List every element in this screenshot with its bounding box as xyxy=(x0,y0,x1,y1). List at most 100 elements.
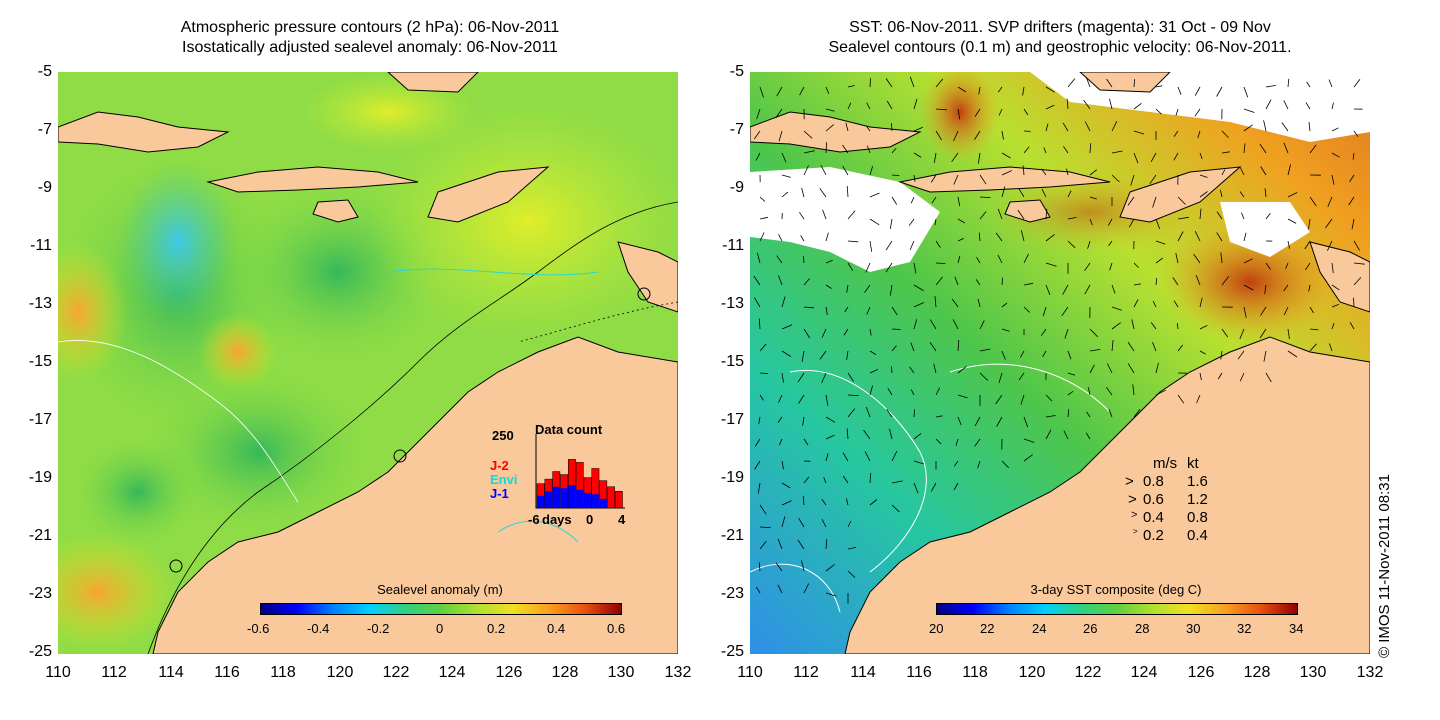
left-title-line2: Isostatically adjusted sealevel anomaly:… xyxy=(182,39,558,56)
left-colorbar-title: Sealevel anomaly (m) xyxy=(377,582,503,597)
inset-bar-j1 xyxy=(560,488,568,508)
velocity-arrow xyxy=(909,366,915,374)
velocity-arrow xyxy=(891,196,898,205)
velocity-arrow xyxy=(802,416,805,426)
y-tick: -7 xyxy=(729,121,744,138)
velocity-arrow xyxy=(891,174,900,176)
velocity-arrow xyxy=(823,476,827,484)
velocity-arrow xyxy=(1221,169,1226,176)
velocity-arrow xyxy=(1194,86,1201,96)
velocity-arrow xyxy=(1155,85,1163,88)
velocity-arrow xyxy=(759,216,768,220)
velocity-arrow xyxy=(935,108,948,111)
y-tick: -11 xyxy=(722,237,744,254)
velocity-arrow xyxy=(776,86,783,97)
velocity-arrow xyxy=(1287,328,1290,340)
velocity-arrow xyxy=(1041,188,1047,198)
inset-bar-j1 xyxy=(537,495,545,508)
velocity-arrow xyxy=(1023,454,1033,462)
x-tick: 110 xyxy=(737,664,763,681)
velocity-arrow xyxy=(953,174,959,185)
velocity-arrow xyxy=(1199,372,1202,381)
velocity-arrow xyxy=(825,564,835,572)
y-tick: -17 xyxy=(720,411,744,428)
velocity-arrow xyxy=(1309,328,1319,331)
velocity-arrow xyxy=(825,108,835,112)
velocity-arrow xyxy=(1150,152,1157,162)
velocity-arrow xyxy=(1045,415,1056,418)
velocity-arrow xyxy=(1352,152,1355,160)
velocity-arrow xyxy=(1089,349,1101,352)
velocity-arrow xyxy=(1331,127,1339,132)
velocity-arrow xyxy=(1177,344,1184,352)
velocity-arrow xyxy=(954,276,959,286)
velocity-arrow xyxy=(935,438,942,445)
velocity-arrow xyxy=(951,298,959,308)
velocity-arrow xyxy=(1155,240,1166,245)
velocity-arrow xyxy=(775,562,783,572)
velocity-arrow xyxy=(979,211,987,220)
velocity-arrow xyxy=(1128,218,1135,228)
velocity-arrow xyxy=(1001,170,1012,176)
velocity-arrow xyxy=(1089,364,1095,374)
velocity-arrow xyxy=(1308,218,1311,230)
velocity-arrow xyxy=(1243,86,1249,98)
velocity-arrow xyxy=(1260,166,1267,176)
velocity-arrow xyxy=(1353,297,1355,308)
velocity-arrow xyxy=(1194,108,1201,117)
velocity-arrow xyxy=(1239,328,1245,340)
velocity-arrow xyxy=(886,408,893,418)
velocity-arrow xyxy=(865,125,871,132)
y-tick: -23 xyxy=(720,585,744,602)
velocity-arrow xyxy=(820,165,827,176)
velocity-arrow xyxy=(1152,300,1157,308)
velocity-arrow xyxy=(957,394,968,399)
colorbar-label: -0.6 xyxy=(247,621,270,636)
left-colorbar xyxy=(260,603,622,615)
velocity-arrow xyxy=(1045,429,1052,440)
arrow-glyph-0.6: > xyxy=(1128,491,1137,508)
x-tick: 120 xyxy=(1018,664,1046,681)
velocity-arrow xyxy=(802,495,805,506)
inset-bar-j1 xyxy=(576,489,584,508)
velocity-arrow xyxy=(1087,240,1091,249)
velocity-arrow xyxy=(913,262,917,274)
velocity-arrow xyxy=(754,297,761,308)
y-tick: -15 xyxy=(720,353,744,370)
velocity-arrow xyxy=(1089,169,1098,176)
legend-ms-value: 0.2 xyxy=(1143,527,1164,544)
arrow-glyph-0.2: > xyxy=(1133,527,1138,536)
velocity-arrow xyxy=(1133,79,1135,88)
inset-bar-j2 xyxy=(607,486,615,509)
velocity-arrow xyxy=(1308,284,1311,292)
legend-ms-value: 0.8 xyxy=(1143,473,1164,490)
y-tick: -25 xyxy=(28,643,52,660)
velocity-arrow xyxy=(1195,275,1201,286)
velocity-arrow xyxy=(1149,174,1157,185)
velocity-arrow xyxy=(889,284,893,296)
velocity-arrow xyxy=(753,130,761,140)
velocity-arrow xyxy=(1084,284,1091,295)
velocity-arrow xyxy=(891,123,893,132)
velocity-arrow xyxy=(995,394,1003,405)
velocity-arrow xyxy=(1287,164,1291,176)
velocity-arrow xyxy=(1216,232,1223,242)
velocity-arrow xyxy=(847,210,856,220)
velocity-arrow xyxy=(1023,146,1030,154)
velocity-arrow xyxy=(974,108,981,117)
velocity-arrow xyxy=(1111,121,1118,132)
velocity-arrow xyxy=(819,350,827,360)
velocity-arrow xyxy=(825,142,827,154)
velocity-arrow xyxy=(891,451,898,462)
velocity-arrow xyxy=(759,394,764,401)
velocity-arrow xyxy=(1243,232,1247,242)
velocity-arrow xyxy=(842,165,849,176)
velocity-arrow xyxy=(913,174,916,182)
inset-bar-j1 xyxy=(599,498,607,508)
velocity-arrow xyxy=(869,78,871,88)
velocity-arrow xyxy=(1175,253,1179,264)
colorbar-label: 30 xyxy=(1186,621,1201,636)
inset-bars xyxy=(535,434,625,509)
velocity-arrow xyxy=(1111,340,1114,352)
velocity-arrow xyxy=(1173,130,1179,137)
